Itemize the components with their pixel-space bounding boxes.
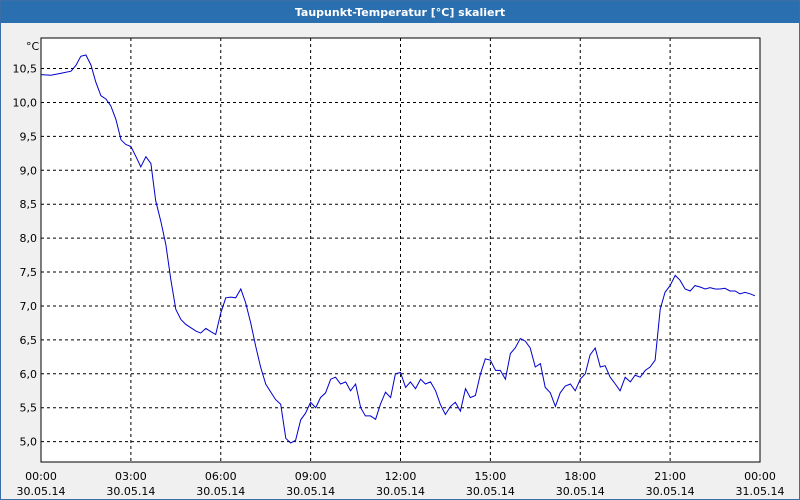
x-tick-time-label: 21:00 xyxy=(654,470,686,483)
y-tick-label: 6,5 xyxy=(20,334,38,347)
x-tick-time-label: 15:00 xyxy=(475,470,507,483)
y-tick-label: 5,0 xyxy=(20,436,38,449)
title-bar: Taupunkt-Temperatur [°C] skaliert xyxy=(1,1,799,23)
x-tick-date-label: 30.05.14 xyxy=(556,485,605,498)
x-tick-time-label: 12:00 xyxy=(385,470,417,483)
series-line xyxy=(40,54,756,444)
x-tick-time-label: 09:00 xyxy=(295,470,327,483)
y-tick-label: 10,5 xyxy=(13,63,38,76)
y-unit-label: °C xyxy=(26,40,40,53)
y-tick-label: 7,0 xyxy=(20,300,38,313)
y-tick-label: 7,5 xyxy=(20,266,38,279)
chart-title: Taupunkt-Temperatur [°C] skaliert xyxy=(294,5,506,19)
y-tick-label: 8,5 xyxy=(20,198,38,211)
x-tick-date-label: 30.05.14 xyxy=(376,485,425,498)
x-tick-date-label: 31.05.14 xyxy=(736,485,785,498)
x-tick-date-label: 30.05.14 xyxy=(286,485,335,498)
x-tick-date-label: 30.05.14 xyxy=(646,485,695,498)
x-tick-time-label: 06:00 xyxy=(205,470,237,483)
x-tick-time-label: 18:00 xyxy=(564,470,596,483)
y-tick-label: 6,0 xyxy=(20,368,38,381)
y-tick-label: 9,5 xyxy=(20,130,38,143)
x-tick-time-label: 00:00 xyxy=(25,470,57,483)
x-tick-date-label: 30.05.14 xyxy=(17,485,66,498)
y-tick-label: 9,0 xyxy=(20,164,38,177)
y-tick-label: 10,0 xyxy=(13,96,38,109)
plot-frame xyxy=(40,37,761,463)
x-tick-time-label: 03:00 xyxy=(115,470,147,483)
x-tick-date-label: 30.05.14 xyxy=(196,485,245,498)
y-tick-label: 5,5 xyxy=(20,402,38,415)
x-tick-date-label: 30.05.14 xyxy=(466,485,515,498)
y-tick-label: 8,0 xyxy=(20,232,38,245)
x-tick-time-label: 00:00 xyxy=(744,470,776,483)
x-tick-date-label: 30.05.14 xyxy=(106,485,155,498)
